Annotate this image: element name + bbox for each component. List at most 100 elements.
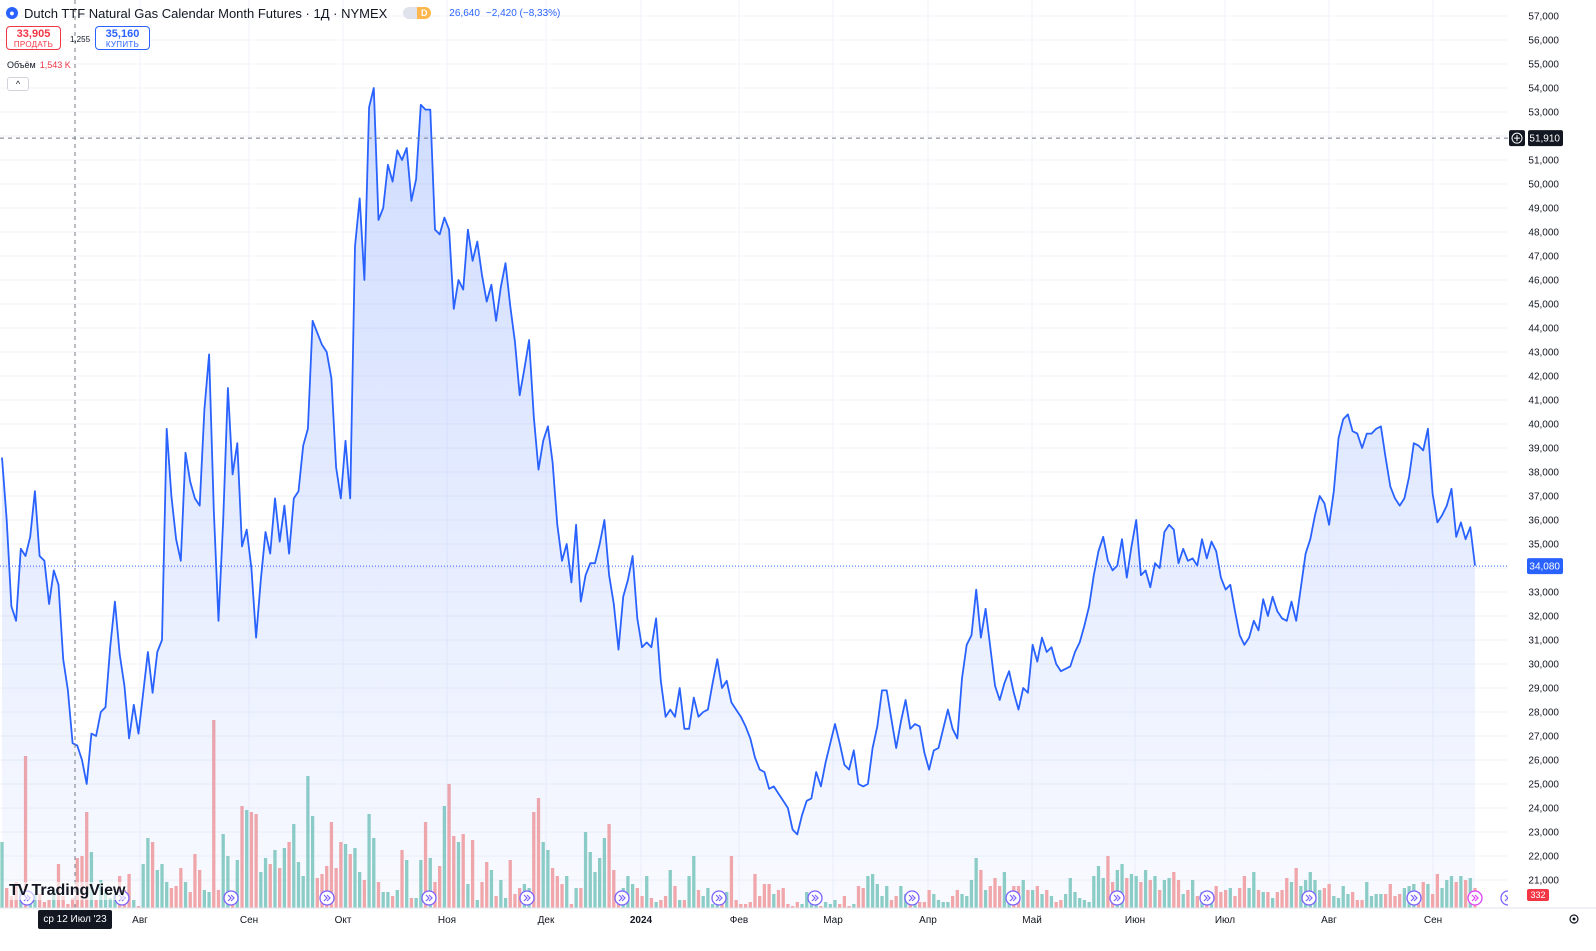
event-marker-glyph [227, 894, 235, 902]
event-marker-glyph [523, 894, 531, 902]
time-tick-label: Апр [919, 915, 937, 926]
earnings-event-icon[interactable] [223, 890, 239, 906]
price-tick-label: 45,000 [1528, 300, 1559, 311]
price-tick-label: 36,000 [1528, 516, 1559, 527]
time-tick-label: Июн [1125, 915, 1145, 926]
buy-label: КУПИТЬ [105, 40, 140, 49]
spread-value: 1,255 [70, 35, 91, 44]
market-status-badge[interactable]: D [403, 7, 432, 19]
collapse-legend-button[interactable]: ^ [7, 77, 29, 91]
volume-legend[interactable]: Объём 1,543 K [7, 60, 71, 70]
price-axis[interactable]: 57,00056,00055,00054,00053,00052,00051,0… [1508, 0, 1596, 951]
price-tick-label: 50,000 [1528, 180, 1559, 191]
time-tick-label: Ноя [438, 915, 456, 926]
price-tick-label: 23,000 [1528, 828, 1559, 839]
earnings-event-icon[interactable] [1199, 890, 1215, 906]
sell-price: 33,905 [16, 28, 51, 40]
time-axis-bg [0, 908, 1596, 951]
tradingview-logo-text: TradingView [31, 882, 126, 899]
price-tick-label: 41,000 [1528, 396, 1559, 407]
time-tick-label: 2024 [630, 915, 653, 926]
time-tick-label: Сен [1424, 915, 1442, 926]
earnings-event-icon[interactable] [1406, 890, 1422, 906]
event-marker-glyph [1113, 894, 1121, 902]
event-marker-glyph [1203, 894, 1211, 902]
price-tick-label: 35,000 [1528, 540, 1559, 551]
earnings-event-icon[interactable] [807, 890, 823, 906]
volume-value: 1,543 K [39, 60, 71, 70]
earnings-event-icon[interactable] [421, 890, 437, 906]
buy-button[interactable]: 35,160 КУПИТЬ [95, 26, 150, 50]
add-alert-plus-icon[interactable] [1509, 130, 1525, 147]
event-marker-glyph [323, 894, 331, 902]
price-tick-label: 32,000 [1528, 612, 1559, 623]
time-tick-label: Фев [730, 915, 748, 926]
event-marker-glyph [1471, 894, 1479, 902]
price-line [1, 87, 1476, 836]
crosshair-date-label: ср 12 Июл '23 [38, 910, 112, 929]
plus-icon-ring [1511, 132, 1523, 144]
earnings-event-icon[interactable] [614, 890, 630, 906]
event-marker-glyph [1410, 894, 1418, 902]
earnings-event-icon[interactable] [519, 890, 535, 906]
price-change: −2,420 (−8,33%) [485, 7, 561, 19]
price-tick-label: 56,000 [1528, 36, 1559, 47]
price-tick-label: 54,000 [1528, 84, 1559, 95]
last-price: 26,640 [449, 7, 480, 19]
tradingview-logo-icon: TV [9, 882, 28, 899]
volume-axis-badge: 332 [1530, 890, 1545, 900]
delayed-badge: D [417, 7, 432, 19]
earnings-event-icon[interactable] [1109, 890, 1125, 906]
price-tick-label: 42,000 [1528, 372, 1559, 383]
price-tick-label: 40,000 [1528, 420, 1559, 431]
axis-price-labels: 51,910 34,080 332 [1509, 130, 1563, 901]
price-tick-label: 30,000 [1528, 660, 1559, 671]
event-marker-glyph [811, 894, 819, 902]
symbol-title[interactable]: Dutch TTF Natural Gas Calendar Month Fut… [24, 5, 388, 21]
event-marker-glyph [425, 894, 433, 902]
time-tick-label: Авг [1321, 915, 1337, 926]
price-tick-label: 57,000 [1528, 12, 1559, 23]
price-tick-label: 46,000 [1528, 276, 1559, 287]
time-tick-label: Май [1022, 915, 1042, 926]
chevron-up-icon: ^ [15, 79, 21, 89]
crosshair-price-label-bg [1528, 130, 1563, 147]
earnings-event-icon[interactable] [1005, 890, 1021, 906]
price-tick-label: 27,000 [1528, 732, 1559, 743]
price-tick-label: 24,000 [1528, 804, 1559, 815]
last-price-label-bg [1527, 558, 1563, 575]
earnings-event-icon[interactable] [319, 890, 335, 906]
tradingview-logo[interactable]: TV TradingView [9, 882, 126, 900]
price-tick-label: 33,000 [1528, 588, 1559, 599]
price-tick-label: 49,000 [1528, 204, 1559, 215]
symbol-header: ● Dutch TTF Natural Gas Calendar Month F… [6, 5, 560, 21]
time-tick-label: Мар [823, 915, 843, 926]
dividend-event-icon[interactable] [1467, 890, 1483, 906]
earnings-event-icon[interactable] [711, 890, 727, 906]
event-marker-glyph [1305, 894, 1313, 902]
price-tick-label: 22,000 [1528, 852, 1559, 863]
crosshair-price-label: 51,910 [1529, 134, 1560, 145]
time-tick-label: Окт [335, 915, 352, 926]
buy-price: 35,160 [105, 28, 140, 40]
time-tick-label: Дек [538, 915, 555, 926]
time-tick-label: Сен [240, 915, 258, 926]
price-axis-bg [1508, 0, 1596, 951]
settings-gear-icon[interactable] [1569, 914, 1579, 924]
price-tick-label: 47,000 [1528, 252, 1559, 263]
sell-label: ПРОДАТЬ [13, 40, 54, 49]
price-tick-label: 43,000 [1528, 348, 1559, 359]
price-tick-label: 31,000 [1528, 636, 1559, 647]
earnings-event-icon[interactable] [1301, 890, 1317, 906]
status-dot-icon [403, 7, 418, 19]
plus-icon-cross [1514, 135, 1520, 142]
price-tick-label: 29,000 [1528, 684, 1559, 695]
time-axis[interactable]: Авг Сен Окт Ноя Дек 2024 Фев Мар Апр Май Июн Июл Авг… [0, 907, 1596, 951]
price-tick-label: 26,000 [1528, 756, 1559, 767]
gear-ring [1569, 914, 1579, 924]
volume-label: Объём [7, 60, 36, 70]
sell-button[interactable]: 33,905 ПРОДАТЬ [6, 26, 61, 50]
earnings-event-icon[interactable] [904, 890, 920, 906]
price-tick-label: 25,000 [1528, 780, 1559, 791]
